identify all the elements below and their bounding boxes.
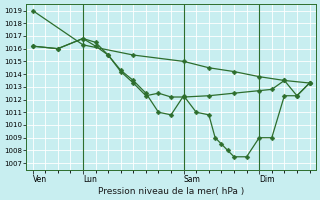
X-axis label: Pression niveau de la mer( hPa ): Pression niveau de la mer( hPa ) [98, 187, 244, 196]
